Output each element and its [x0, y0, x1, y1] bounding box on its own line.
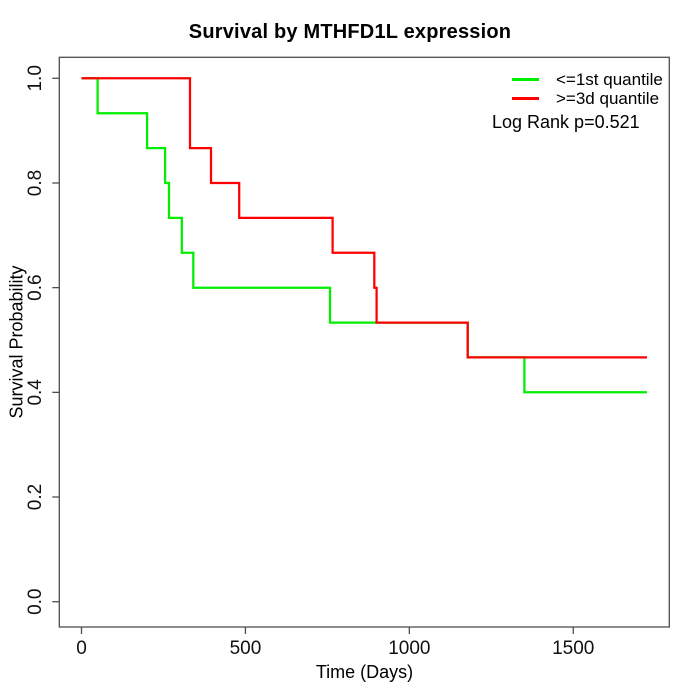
x-axis-label: Time (Days) [315, 662, 414, 682]
legend-line-red-icon [512, 97, 539, 100]
y-tick-label: 0.0 [25, 588, 46, 614]
y-tick-label: 0.6 [25, 274, 46, 300]
legend-label-low-expression: <=1st quantile [556, 69, 663, 89]
x-tick-label: 500 [230, 638, 262, 659]
plot-box [58, 56, 670, 628]
y-tick-label: 1.0 [25, 65, 46, 91]
chart-title: Survival by MTHFD1L expression [188, 21, 512, 43]
survival-curve-high-expression [81, 77, 647, 359]
legend-item-high-expression: >=3d quantile [512, 89, 663, 108]
y-tick-label: 0.2 [25, 484, 46, 510]
x-tick-label: 1500 [552, 638, 594, 659]
log-rank-pvalue: Log Rank p=0.521 [492, 112, 640, 132]
y-tick-label: 0.8 [25, 170, 46, 196]
y-tick-label: 0.4 [25, 379, 46, 406]
x-tick-label: 0 [76, 638, 87, 659]
legend-line-green-icon [512, 78, 539, 81]
y-axis-label: Survival Probability [6, 265, 27, 419]
x-tick-label: 1000 [388, 638, 430, 659]
legend-label-high-expression: >=3d quantile [556, 88, 660, 108]
legend: <=1st quantile >=3d quantile [512, 70, 663, 108]
legend-item-low-expression: <=1st quantile [512, 70, 663, 89]
